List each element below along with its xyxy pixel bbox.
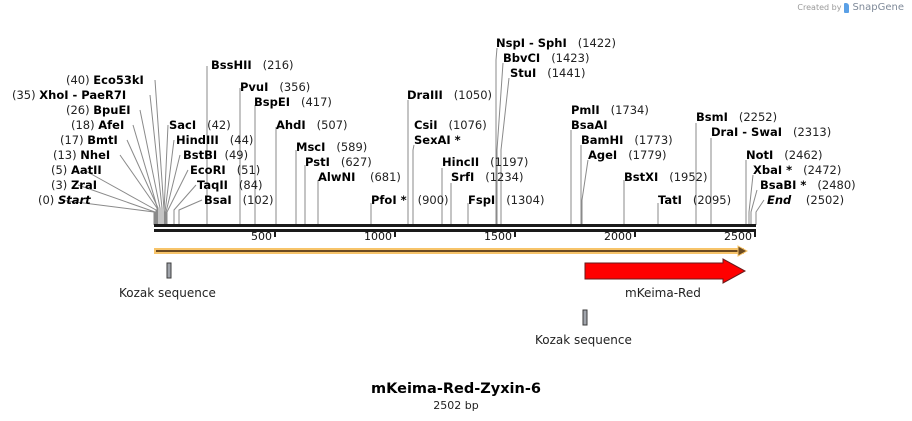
orf-arrowhead-icon [737,245,749,257]
site-nspi-sphi[interactable]: NspI - SphI (1422) [496,36,616,50]
snapgene-logo-icon [844,2,850,13]
site-bspei[interactable]: BspEI (417) [254,95,332,109]
site-noti[interactable]: NotI (2462) [746,148,823,162]
site-ahdi[interactable]: AhdI (507) [276,118,348,132]
ruler-ticks [274,229,756,237]
site-bsmi[interactable]: BsmI (2252) [696,110,778,124]
site-draiii[interactable]: DraIII (1050) [407,88,493,102]
sequence-title: mKeima-Red-Zyxin-6 [371,381,541,397]
kozak-sequence-feature-1[interactable] [166,262,172,279]
site-fspi[interactable]: FspI (1304) [468,193,545,207]
credit-prefix: Created by [797,3,842,12]
site-bsai[interactable]: BsaI (102) [204,193,274,207]
leader-lines [59,47,765,225]
site-bamhi[interactable]: BamHI (1773) [581,133,673,147]
site-srfi[interactable]: SrfI (1234) [451,170,524,184]
site-tati[interactable]: TatI (2095) [658,193,732,207]
site-msci[interactable]: MscI (589) [296,140,368,154]
site-xhoi-paer7i[interactable]: (35) XhoI - PaeR7I [12,88,127,102]
backbone-top-strand [154,224,756,227]
site-end[interactable]: End (2502) [767,193,845,207]
mkeima-red-label[interactable]: mKeima-Red [625,286,701,300]
tick-label-500: 500 [251,230,272,243]
kozak-sequence-feature-2[interactable] [582,309,588,326]
backbone-bottom-strand [154,229,756,232]
orf-inner-line [156,250,740,252]
site-bsaai[interactable]: BsaAI [571,118,608,132]
site-hincii[interactable]: HincII (1197) [442,155,529,169]
site-csii[interactable]: CsiI (1076) [414,118,487,132]
sequence-length: 2502 bp [433,399,479,412]
snapgene-credit: Created by SnapGene [797,2,904,13]
kozak-sequence-label-1[interactable]: Kozak sequence [119,286,216,300]
credit-brand: SnapGene [852,2,904,13]
site-afei[interactable]: (18) AfeI [71,118,125,132]
site-bstbi[interactable]: BstBI (49) [183,148,249,162]
tick-label-2000: 2000 [604,230,632,243]
site-nhei[interactable]: (13) NheI [53,148,111,162]
site-bstxi[interactable]: BstXI (1952) [624,170,708,184]
site-bmti[interactable]: (17) BmtI [60,133,118,147]
site-hindiii[interactable]: HindIII (44) [176,133,254,147]
kozak-sequence-label-2[interactable]: Kozak sequence [535,333,632,347]
site-agei[interactable]: AgeI (1779) [588,148,667,162]
site-bpuei[interactable]: (26) BpuEI [66,103,131,117]
site-sexai[interactable]: SexAI * [414,133,461,147]
site-zrai[interactable]: (3) ZraI [51,178,98,192]
site-stui[interactable]: StuI (1441) [510,66,586,80]
site-pfoi[interactable]: PfoI * (900) [371,193,449,207]
site-bsshii[interactable]: BssHII (216) [211,58,294,72]
mkeima-red-feature-arrow[interactable] [584,258,747,284]
site-pmli[interactable]: PmlI (1734) [571,103,649,117]
site-ecori[interactable]: EcoRI (51) [190,163,261,177]
site-bbvci[interactable]: BbvCI (1423) [503,51,590,65]
site-eco53ki[interactable]: (40) Eco53kI [66,73,144,87]
site-taqii[interactable]: TaqII (84) [197,178,263,192]
site-drai-swai[interactable]: DraI - SwaI (2313) [711,125,832,139]
site-xbai[interactable]: XbaI * (2472) [753,163,842,177]
tick-label-2500: 2500 [724,230,752,243]
site-psti[interactable]: PstI (627) [305,155,372,169]
site-bsabi[interactable]: BsaBI * (2480) [760,178,856,192]
site-aatii[interactable]: (5) AatII [51,163,102,177]
site-pvui[interactable]: PvuI (356) [240,80,311,94]
site-alwni[interactable]: AlwNI (681) [318,170,401,184]
tick-label-1000: 1000 [364,230,392,243]
site-saci[interactable]: SacI (42) [169,118,231,132]
tick-label-1500: 1500 [484,230,512,243]
site-start[interactable]: (0) Start [38,193,91,207]
